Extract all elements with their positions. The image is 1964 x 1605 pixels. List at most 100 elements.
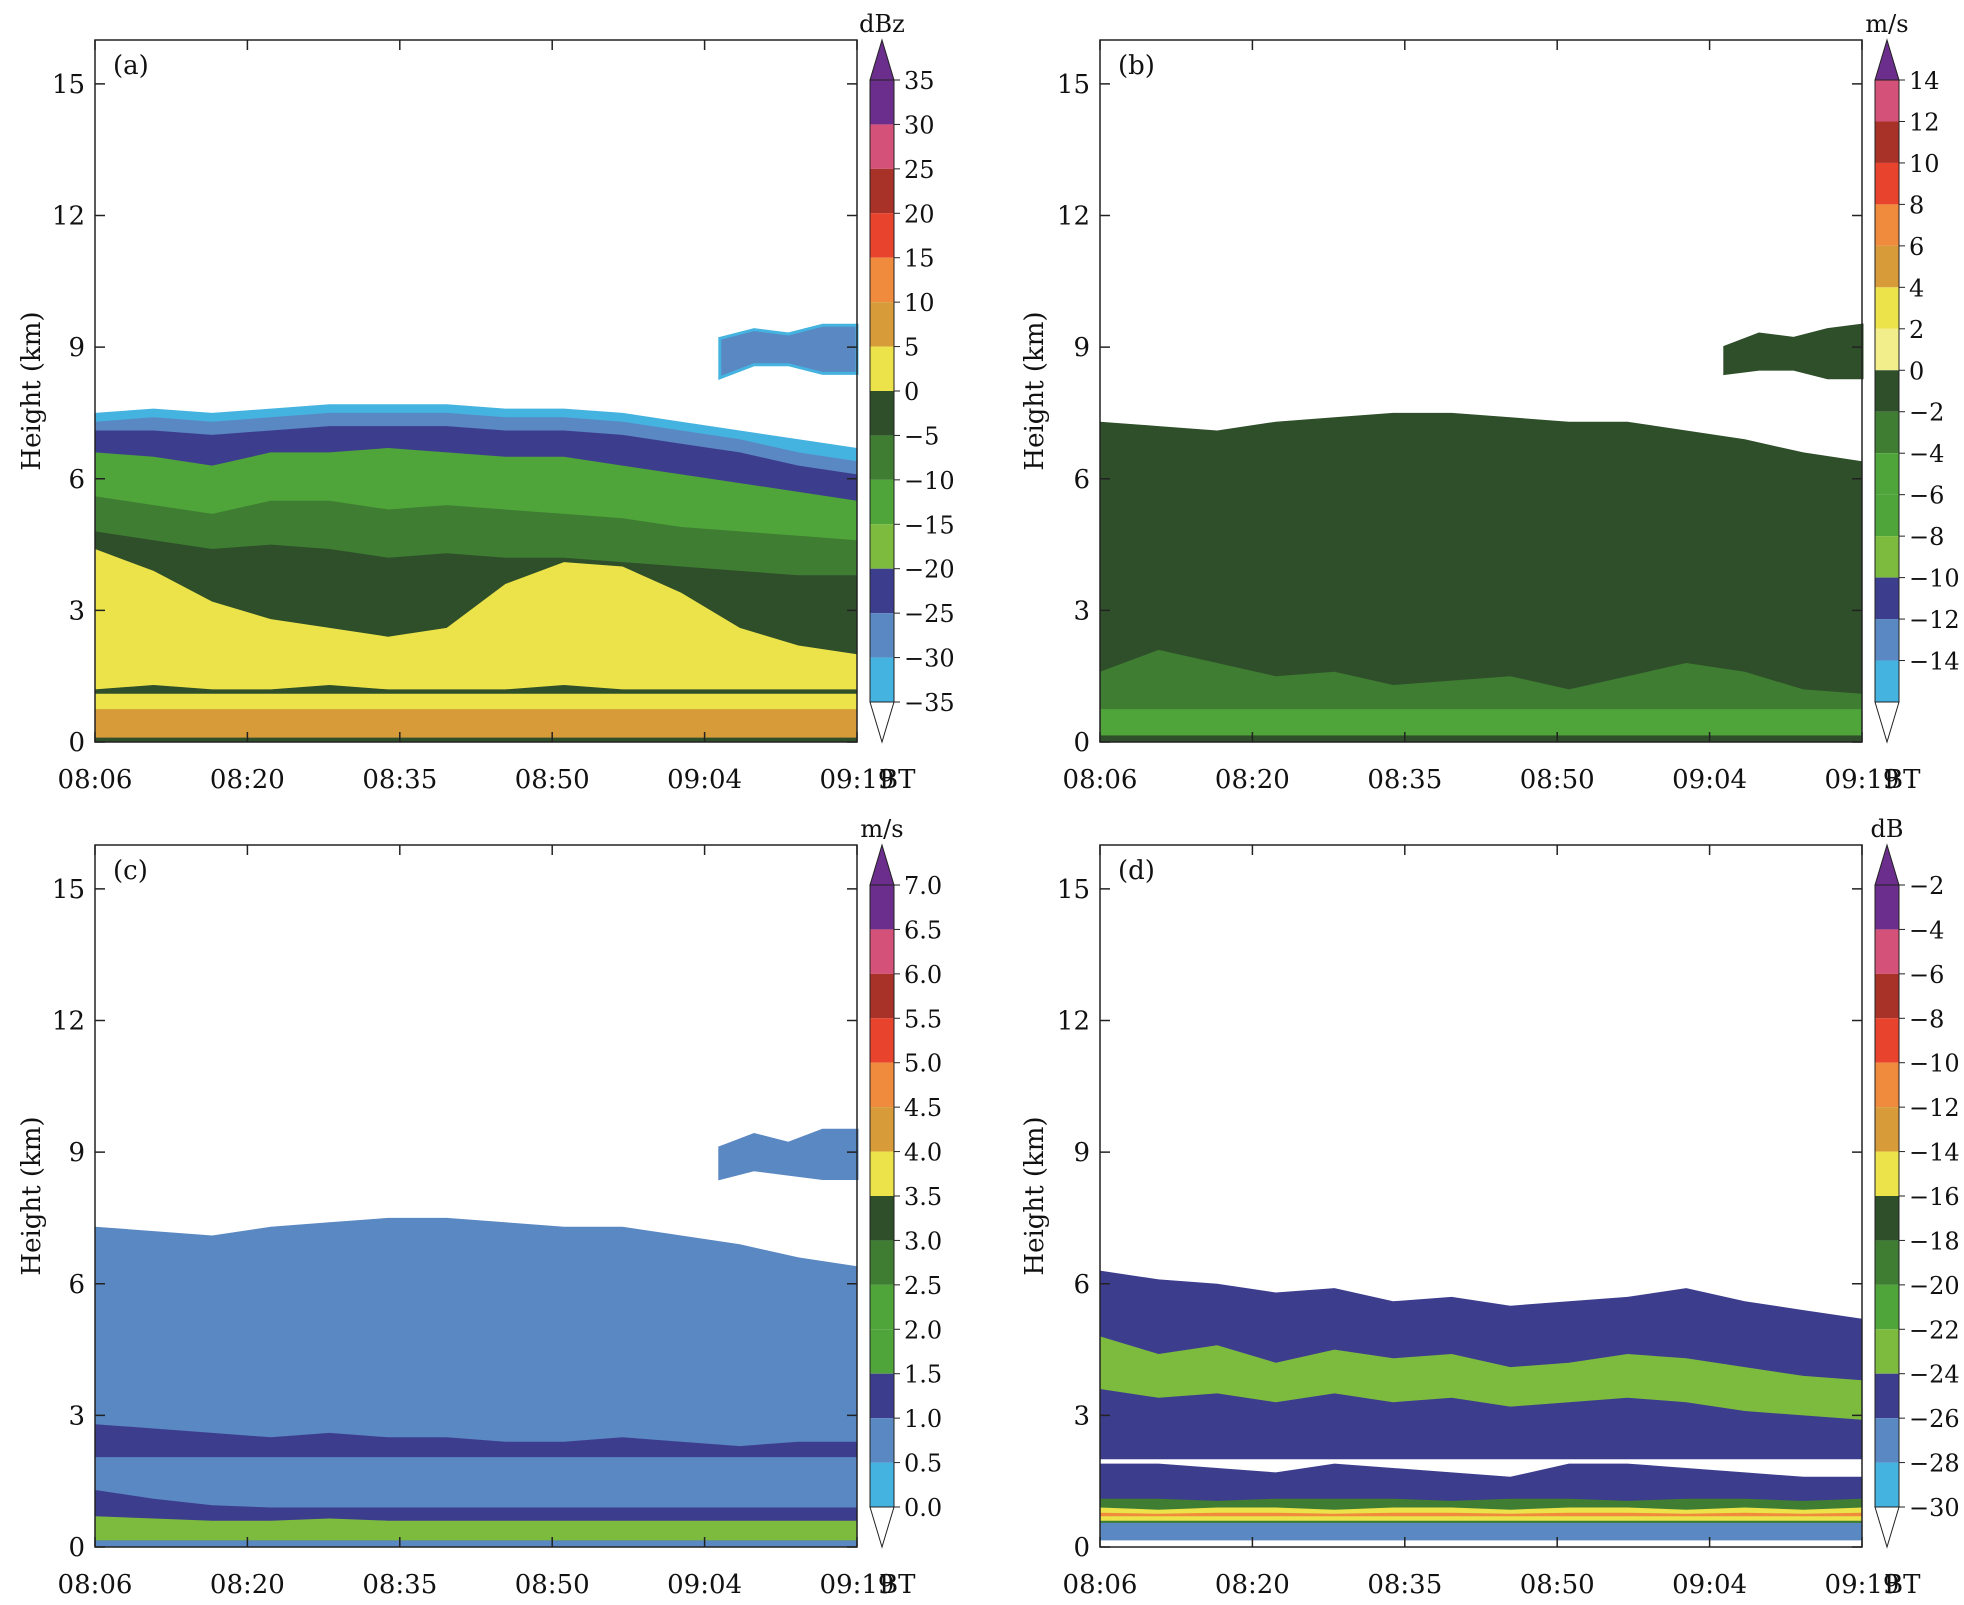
chart-panel-c: 0 3 6 9 12 15 08:06 08:20 08:35 08:50 09:04 09:19BT… bbox=[17, 815, 942, 1600]
x-tick-label: 08:06 bbox=[1063, 1570, 1138, 1600]
x-tick-label: 08:50 bbox=[515, 1570, 590, 1600]
colorbar-segment bbox=[870, 168, 894, 214]
x-tick-label: 09:04 bbox=[1672, 765, 1747, 795]
y-tick-label: 6 bbox=[1073, 1270, 1090, 1300]
plot-frame bbox=[1099, 39, 1863, 743]
x-unit-label: BT bbox=[1884, 1570, 1921, 1600]
colorbar-label: −35 bbox=[904, 689, 955, 717]
colorbar-segment bbox=[870, 302, 894, 347]
colorbar-label: 8 bbox=[1909, 191, 1924, 219]
colorbar-label: −6 bbox=[1909, 482, 1944, 510]
colorbar-segment bbox=[1875, 245, 1899, 288]
panel-label: (b) bbox=[1118, 51, 1155, 81]
x-tick-label: 08:35 bbox=[362, 1570, 437, 1600]
colorbar-label: −30 bbox=[1909, 1494, 1960, 1522]
plot-frame bbox=[1099, 844, 1863, 1548]
colorbar-extend-bottom bbox=[1874, 701, 1900, 744]
colorbar-label: −10 bbox=[1909, 565, 1960, 593]
colorbar-label: 14 bbox=[1909, 67, 1940, 95]
y-tick-label: 3 bbox=[68, 1401, 85, 1431]
colorbar-segment bbox=[1875, 885, 1899, 930]
colorbar-label: 10 bbox=[1909, 150, 1940, 178]
colorbar-label: 5.5 bbox=[904, 1005, 942, 1033]
plot-frame bbox=[94, 844, 858, 1548]
colorbar-label: −20 bbox=[904, 556, 955, 584]
upper-cloud bbox=[1723, 323, 1864, 380]
y-axis-label: Height (km) bbox=[17, 311, 47, 470]
colorbar-segment bbox=[870, 885, 894, 930]
colorbar-segment bbox=[870, 657, 894, 702]
y-tick-label: 6 bbox=[68, 1270, 85, 1300]
colorbar-segment bbox=[870, 213, 894, 258]
data-layer bbox=[1100, 1336, 1862, 1420]
colorbar-segment bbox=[1875, 370, 1899, 412]
colorbar-segment bbox=[1875, 494, 1899, 537]
y-tick-label: 9 bbox=[1073, 1138, 1090, 1168]
colorbar-label: −28 bbox=[1909, 1450, 1960, 1478]
y-tick-label: 0 bbox=[68, 1533, 85, 1563]
data-layer bbox=[95, 1516, 857, 1541]
colorbar-segment bbox=[870, 929, 894, 974]
colorbar-label: −14 bbox=[1909, 1139, 1960, 1167]
colorbar-segment bbox=[1875, 619, 1899, 661]
data-layer bbox=[1100, 1522, 1862, 1541]
y-tick-label: 0 bbox=[1073, 1533, 1090, 1563]
colorbar-segment bbox=[1875, 577, 1899, 620]
colorbar-extend-bottom bbox=[1874, 1506, 1900, 1549]
colorbar-label: 5 bbox=[904, 334, 919, 362]
y-tick-label: 12 bbox=[1057, 1007, 1090, 1037]
y-tick-label: 15 bbox=[52, 875, 85, 905]
y-tick-label: 15 bbox=[1057, 70, 1090, 100]
colorbar-segment bbox=[870, 613, 894, 658]
colorbar-label: 1.0 bbox=[904, 1405, 942, 1433]
colorbar-segment bbox=[1875, 1284, 1899, 1330]
y-tick-label: 9 bbox=[68, 333, 85, 363]
colorbar-segment bbox=[1875, 1018, 1899, 1063]
y-tick-label: 6 bbox=[68, 465, 85, 495]
colorbar-label: −24 bbox=[1909, 1361, 1960, 1389]
colorbar-label: 3.5 bbox=[904, 1183, 942, 1211]
y-axis-label: Height (km) bbox=[1020, 1116, 1050, 1275]
colorbar-segment bbox=[870, 346, 894, 391]
colorbar-label: −20 bbox=[1909, 1272, 1960, 1300]
colorbar-segment bbox=[1875, 929, 1899, 974]
x-tick-label: 08:06 bbox=[1063, 765, 1138, 795]
colorbar-label: −30 bbox=[904, 645, 955, 673]
x-tick-label: 09:19 bbox=[820, 1570, 895, 1600]
x-tick-label: 09:19 bbox=[820, 765, 895, 795]
upper-cloud bbox=[718, 323, 859, 380]
y-tick-label: 6 bbox=[1073, 465, 1090, 495]
colorbar-segment bbox=[1875, 453, 1899, 495]
colorbar-unit: dBz bbox=[859, 10, 905, 38]
colorbar-label: −25 bbox=[904, 600, 955, 628]
colorbar-segment bbox=[1875, 121, 1899, 163]
colorbar-segment bbox=[870, 80, 894, 125]
colorbar-extend-top bbox=[869, 843, 895, 886]
colorbar-segment bbox=[870, 973, 894, 1019]
colorbar-label: 6 bbox=[1909, 233, 1924, 261]
colorbar-label: 7.0 bbox=[904, 872, 942, 900]
colorbar-segment bbox=[870, 391, 894, 436]
x-tick-label: 09:19 bbox=[1825, 1570, 1900, 1600]
x-tick-label: 08:06 bbox=[58, 765, 133, 795]
y-axis-label: Height (km) bbox=[17, 1116, 47, 1275]
y-tick-label: 3 bbox=[1073, 596, 1090, 626]
colorbar-extend-top bbox=[869, 38, 895, 81]
panel-label: (d) bbox=[1118, 856, 1155, 886]
colorbar-segment bbox=[1875, 1196, 1899, 1241]
y-tick-label: 3 bbox=[1073, 1401, 1090, 1431]
x-unit-label: BT bbox=[879, 765, 916, 795]
colorbar-segment bbox=[870, 1240, 894, 1285]
y-tick-label: 15 bbox=[52, 70, 85, 100]
data-layer bbox=[95, 1457, 857, 1508]
x-tick-label: 08:35 bbox=[362, 765, 437, 795]
colorbar-segment bbox=[1875, 973, 1899, 1019]
colorbar-label: −8 bbox=[1909, 523, 1944, 551]
colorbar-segment bbox=[870, 1462, 894, 1507]
x-tick-label: 09:19 bbox=[1825, 765, 1900, 795]
colorbar-label: 2 bbox=[1909, 316, 1924, 344]
colorbar-segment bbox=[1875, 1062, 1899, 1108]
colorbar-label: 12 bbox=[1909, 108, 1940, 136]
colorbar-unit: m/s bbox=[860, 815, 903, 843]
colorbar-label: 1.5 bbox=[904, 1361, 942, 1389]
